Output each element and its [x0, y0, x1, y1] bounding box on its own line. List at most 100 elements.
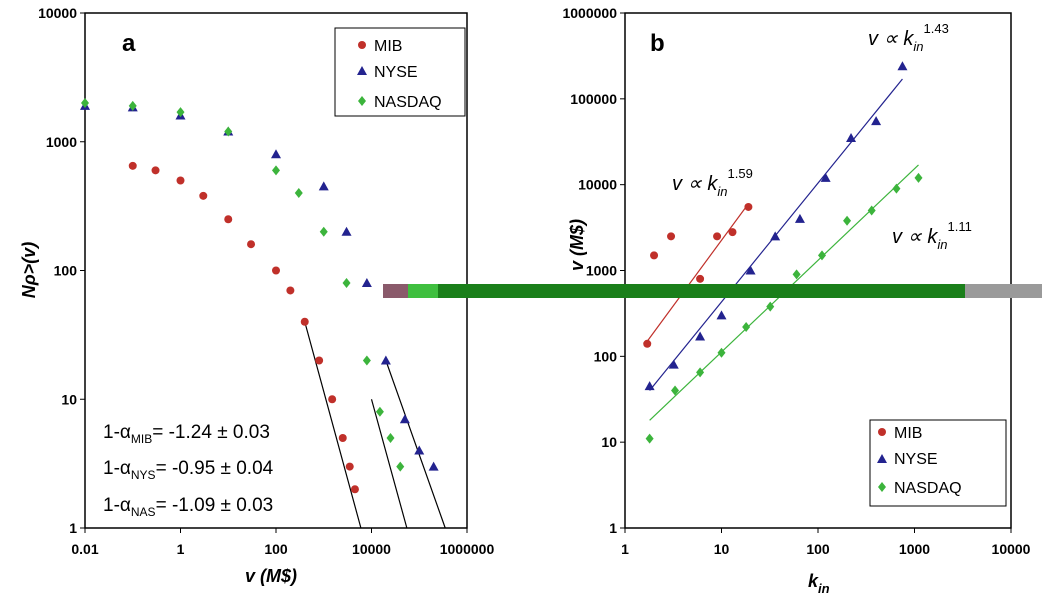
fit-line-a-2 [370, 399, 408, 529]
point-b-mib-1 [650, 251, 659, 260]
x-tick-label-a-2: 100 [264, 541, 288, 557]
panel-b-series [643, 61, 923, 444]
panel-b-legend-box [869, 419, 1007, 507]
point-a-nasdaq-3 [224, 126, 233, 137]
panel-a-x-label: v (M$) [245, 566, 297, 586]
panel-b-y-ticks: 1 10 100 1000 10000 100000 1000000 [562, 5, 625, 536]
exponent-nyse: 1-αNYS= -0.95 ± 0.04 [103, 458, 274, 482]
point-a-nasdaq-5 [294, 187, 303, 198]
point-a-nasdaq-4 [272, 165, 280, 176]
scaling-law-nasdaq: v ∝ kin1.11 [892, 219, 972, 252]
panel-a-annotations: 1-αMIB= -1.24 ± 0.03 1-αNYS= -0.95 ± 0.0… [103, 422, 274, 519]
exponent-nasdaq: 1-αNAS= -1.09 ± 0.03 [103, 495, 273, 519]
point-a-nasdaq-1 [128, 100, 137, 111]
point-a-nasdaq-11 [396, 461, 405, 472]
overlay-segment-lightgreen [408, 284, 438, 298]
point-b-nasdaq-4 [742, 321, 751, 332]
point-b-nyse-6 [794, 213, 805, 223]
point-b-nyse-3 [716, 310, 727, 320]
y-tick-label-b-1: 10 [601, 434, 617, 450]
point-b-nasdaq-11 [914, 172, 923, 183]
point-a-nyse-4 [271, 149, 281, 159]
point-a-nasdaq-8 [362, 355, 371, 366]
point-a-nyse-8 [380, 355, 391, 365]
legend-b-mib-marker [878, 428, 886, 436]
legend-b-nasdaq-marker [878, 482, 886, 492]
point-a-nyse-11 [428, 461, 439, 471]
point-a-mib-13 [350, 485, 359, 494]
point-b-nasdaq-1 [671, 385, 680, 396]
scaling-law-mib: v ∝ kin1.59 [672, 166, 753, 199]
point-b-nasdaq-9 [867, 205, 876, 216]
point-a-mib-8 [300, 317, 309, 326]
y-tick-label-b-4: 10000 [578, 177, 617, 193]
point-a-mib-5 [247, 240, 256, 249]
y-tick-label-a-1: 10 [61, 391, 77, 407]
point-b-mib-4 [713, 232, 722, 241]
y-tick-label-a-2: 100 [54, 263, 78, 279]
point-b-nasdaq-6 [792, 269, 801, 280]
point-b-nyse-7 [820, 172, 831, 182]
exponent-mib: 1-αMIB= -1.24 ± 0.03 [103, 422, 270, 446]
point-b-nasdaq-7 [817, 250, 826, 261]
x-tick-label-b-1: 10 [714, 541, 730, 557]
panel-b-y-label: v (M$) [567, 219, 587, 271]
point-a-nasdaq-9 [375, 406, 384, 417]
x-tick-label-a-3: 10000 [352, 541, 391, 557]
point-a-nyse-9 [399, 414, 410, 424]
scaling-law-nyse: v ∝ kin1.43 [868, 21, 949, 54]
point-a-mib-6 [272, 266, 280, 275]
point-b-nyse-2 [695, 331, 706, 341]
point-b-nasdaq-3 [717, 347, 726, 358]
point-b-nyse-8 [846, 132, 857, 142]
x-tick-label-a-1: 1 [177, 541, 185, 557]
point-a-nyse-6 [341, 226, 352, 236]
panel-a-legend-box [334, 27, 466, 117]
point-a-nasdaq-2 [176, 107, 185, 118]
panel-a-letter: a [122, 30, 136, 57]
y-tick-label-a-4: 10000 [38, 5, 77, 21]
y-tick-label-b-5: 100000 [570, 91, 617, 107]
legend-mib-label: MIB [374, 38, 402, 55]
point-a-nasdaq-10 [386, 433, 395, 444]
point-a-mib-11 [338, 434, 347, 443]
legend-nyse-marker [357, 66, 367, 75]
point-a-mib-7 [286, 286, 295, 295]
panel-a: 1 10 100 1000 10000 0.01 1 100 10000 1000000 a M… [19, 5, 494, 586]
x-tick-label-b-0: 1 [621, 541, 629, 557]
point-a-nasdaq-6 [319, 226, 328, 237]
fit-line-a-0 [304, 321, 362, 529]
point-b-nyse-0 [644, 381, 655, 391]
panel-b-x-label-main: k [808, 571, 819, 591]
point-b-nyse-4 [745, 265, 756, 275]
point-a-mib-2 [176, 176, 185, 185]
y-tick-label-b-0: 1 [609, 520, 617, 536]
panel-a-series [80, 97, 446, 529]
point-a-mib-3 [199, 191, 208, 200]
panel-a-y-label: Nρ>(v) [19, 242, 39, 298]
x-tick-label-a-4: 1000000 [440, 541, 495, 557]
overlay-segment-green [438, 284, 965, 298]
point-b-nasdaq-8 [843, 215, 852, 226]
legend-b-nyse-marker [877, 454, 887, 463]
point-b-nyse-5 [770, 231, 781, 241]
legend-b-nyse-label: NYSE [894, 451, 938, 468]
x-tick-label-b-3: 1000 [899, 541, 930, 557]
x-tick-label-a-0: 0.01 [71, 541, 98, 557]
point-b-nasdaq-2 [696, 367, 705, 378]
panel-b-x-label-sub: in [818, 581, 830, 596]
point-a-nyse-7 [361, 277, 372, 287]
panel-b-letter: b [650, 30, 665, 57]
legend-b-nasdaq-label: NASDAQ [894, 480, 962, 497]
point-a-mib-9 [315, 356, 324, 365]
point-b-nasdaq-10 [892, 183, 901, 194]
point-b-mib-3 [696, 274, 705, 283]
point-a-mib-1 [151, 166, 160, 175]
y-tick-label-b-6: 1000000 [562, 5, 617, 21]
panel-a-y-ticks: 1 10 100 1000 10000 [38, 5, 85, 536]
point-a-mib-10 [328, 395, 337, 404]
overlay-segment-gray [965, 284, 1042, 298]
panel-b-x-label: kin [808, 571, 830, 596]
panel-b-legend: MIB NYSE NASDAQ [869, 419, 1007, 507]
